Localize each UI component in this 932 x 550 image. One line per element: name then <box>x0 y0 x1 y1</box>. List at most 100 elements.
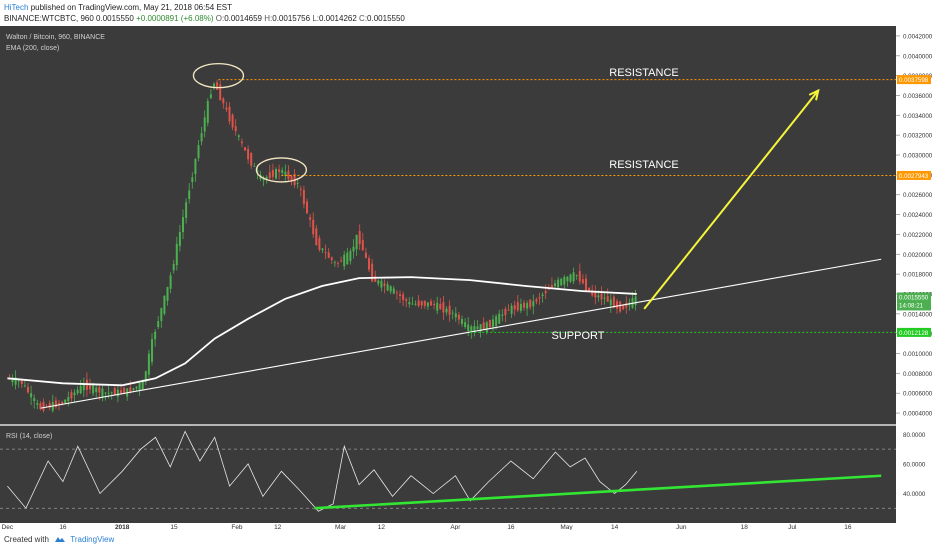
symbol-name: BINANCE:WTCBTC, 960 <box>4 14 94 23</box>
time-axis-background <box>0 523 896 530</box>
candle-body <box>116 389 119 397</box>
price-tick-label: 0.0014000 <box>903 311 932 318</box>
projection-arrow <box>643 89 820 310</box>
publish-info: HiTech published on TradingView.com, May… <box>4 3 232 12</box>
candle-body <box>219 84 222 101</box>
candle-body <box>448 305 451 315</box>
candle-body <box>566 276 569 282</box>
candle-body <box>395 292 398 294</box>
candle-body <box>253 166 256 167</box>
candle-body <box>182 217 185 233</box>
price-tick-label: 0.0042000 <box>903 33 932 40</box>
candle-body <box>185 202 188 219</box>
candle-body <box>225 107 228 110</box>
candle-body <box>188 190 191 200</box>
candle-body <box>510 305 513 314</box>
rsi-legend: RSI (14, close) <box>6 433 52 440</box>
candle-body <box>200 133 203 142</box>
candle-body <box>377 280 380 284</box>
candle-body <box>113 387 116 396</box>
candle-body <box>371 263 374 282</box>
candle-body <box>281 170 284 173</box>
candle-body <box>612 296 615 308</box>
candle-body <box>315 228 318 245</box>
candle-body <box>197 145 200 159</box>
candle-body <box>492 319 495 327</box>
price-tick-label: 0.0034000 <box>903 113 932 120</box>
candle-body <box>358 231 361 245</box>
candle-body <box>482 322 485 329</box>
candle-body <box>135 386 138 389</box>
time-tick-label: 12 <box>378 524 386 530</box>
time-tick-label: 18 <box>741 524 749 530</box>
candle-body <box>67 397 70 402</box>
time-tick-label: Apr <box>450 524 461 530</box>
candle-body <box>616 301 619 309</box>
candle-body <box>172 264 175 271</box>
ema-200-line <box>7 276 637 387</box>
candle-body <box>554 283 557 287</box>
candle-body <box>538 297 541 299</box>
candle-body <box>330 257 333 261</box>
candle-body <box>479 324 482 332</box>
price-tick-label: 0.0008000 <box>903 371 932 378</box>
candle-body <box>141 380 144 390</box>
candle-body <box>355 234 358 250</box>
candle-body <box>306 201 309 214</box>
candle-body <box>352 246 355 252</box>
candle-body <box>457 314 460 320</box>
price-tick-label: 0.0040000 <box>903 53 932 60</box>
candle-body <box>364 252 367 258</box>
candle-body <box>58 403 61 405</box>
candle-body <box>318 238 321 250</box>
price-tick-label: 0.0006000 <box>903 391 932 398</box>
candle-body <box>175 243 178 266</box>
candle-body <box>436 302 439 311</box>
candle-body <box>216 82 219 90</box>
current-price-label: 0.0015550 <box>899 294 929 301</box>
rsi-tick-label: 60.0000 <box>903 461 926 468</box>
candle-body <box>578 271 581 282</box>
time-tick-label: May <box>560 524 573 530</box>
candle-body <box>445 308 448 313</box>
candle-body <box>237 135 240 137</box>
close-value: 0.0015550 <box>367 14 405 23</box>
candle-body <box>346 252 349 265</box>
candle-body <box>73 392 76 396</box>
candle-body <box>163 295 166 314</box>
price-chart[interactable]: 0.00420000.00400000.00380000.00360000.00… <box>0 26 932 531</box>
time-tick-label: Jun <box>676 524 687 530</box>
candle-body <box>402 294 405 301</box>
candle-body <box>234 126 237 132</box>
author-link[interactable]: HiTech <box>4 3 29 12</box>
candle-body <box>594 291 597 298</box>
candle-body <box>42 402 45 411</box>
candle-body <box>485 322 488 333</box>
candle-body <box>82 383 85 391</box>
time-tick-label: 15 <box>170 524 178 530</box>
price-tick-label: 0.0010000 <box>903 351 932 358</box>
candle-body <box>30 393 33 398</box>
time-tick-label: Mar <box>335 524 347 530</box>
candle-body <box>340 260 343 262</box>
candle-body <box>244 147 247 151</box>
symbol-info: BINANCE:WTCBTC, 960 0.0015550 +0.0000891… <box>4 14 405 23</box>
chart-area[interactable]: 0.00420000.00400000.00380000.00360000.00… <box>0 26 932 531</box>
tradingview-link[interactable]: TradingView <box>70 535 115 544</box>
rsi-trendline <box>314 474 882 510</box>
candle-body <box>532 301 535 307</box>
candle-body <box>194 158 197 175</box>
candle-body <box>76 389 79 394</box>
candle-body <box>581 279 584 284</box>
support-trendline <box>40 258 882 409</box>
last-price: 0.0015550 <box>96 14 134 23</box>
candle-body <box>138 383 141 390</box>
candle-body <box>256 170 259 173</box>
candle-body <box>95 387 98 393</box>
candle-body <box>302 189 305 205</box>
candle-body <box>33 398 36 402</box>
candle-body <box>389 286 392 292</box>
resistance-label-lower: RESISTANCE <box>609 159 678 171</box>
candle-body <box>417 300 420 306</box>
candle-body <box>287 170 290 179</box>
